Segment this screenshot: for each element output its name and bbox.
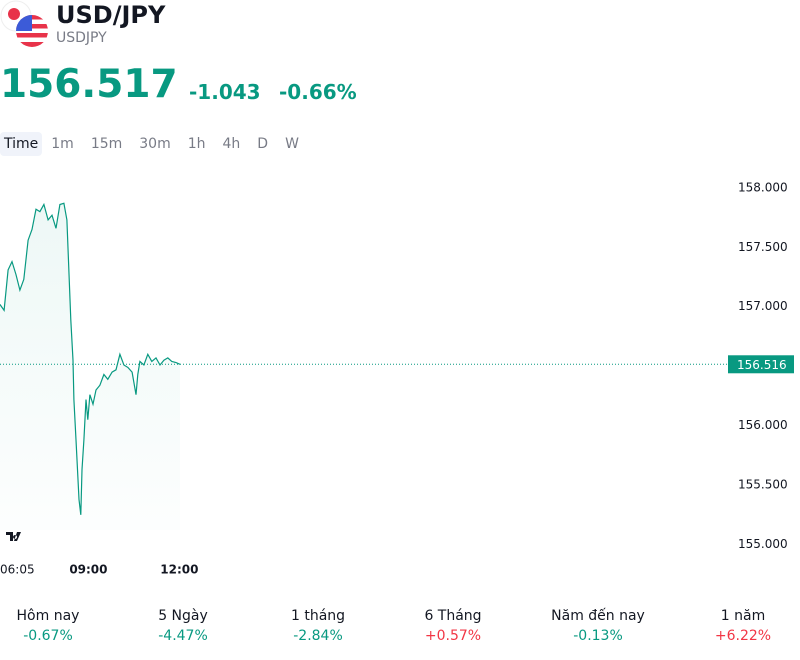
performance-label: 1 năm xyxy=(720,608,766,624)
tab[interactable]: 1h xyxy=(187,136,206,152)
currency-flags xyxy=(0,0,48,47)
tab[interactable]: 1m xyxy=(51,136,74,152)
y-tick-label: 155.000 xyxy=(738,537,788,551)
y-tick-label: 156.000 xyxy=(738,418,788,432)
area-fill xyxy=(0,203,180,530)
x-tick-label: 09:00 xyxy=(69,563,107,577)
price: 156.517 xyxy=(0,62,178,107)
tab[interactable]: W xyxy=(285,136,299,152)
performance: Hôm nay -0.67% 5 Ngày -4.47% 1 tháng -2.84% 6 … xyxy=(0,608,800,658)
last-price-label: 156.516 xyxy=(737,358,787,372)
tab[interactable]: 30m xyxy=(139,136,171,152)
y-tick-label: 157.000 xyxy=(738,299,788,313)
tab[interactable]: D xyxy=(257,136,269,152)
performance-item: Năm đến nay -0.13% xyxy=(528,608,668,644)
performance-label: Hôm nay xyxy=(16,608,80,624)
performance-value: -0.13% xyxy=(573,628,623,644)
performance-label: 1 tháng xyxy=(290,608,346,624)
performance-item: Hôm nay -0.67% xyxy=(0,608,118,644)
performance-item: 1 năm +6.22% xyxy=(673,608,800,644)
performance-value: -4.47% xyxy=(158,628,208,644)
performance-value: +0.57% xyxy=(424,628,482,644)
performance-item: 1 tháng -2.84% xyxy=(248,608,388,644)
tabs: Time 1m 15m 30m 1h 4h D W xyxy=(0,132,308,156)
performance-value: -2.84% xyxy=(293,628,343,644)
performance-item: 6 Tháng +0.57% xyxy=(383,608,523,644)
performance-label: 5 Ngày xyxy=(158,608,208,624)
performance-item: 5 Ngày -4.47% xyxy=(113,608,253,644)
x-tick-label: 12:00 xyxy=(160,563,198,577)
tab[interactable]: 4h xyxy=(222,136,241,152)
y-tick-label: 157.500 xyxy=(738,240,788,254)
performance-value: +6.22% xyxy=(714,628,772,644)
change: -1.043 xyxy=(189,80,261,104)
tab[interactable]: Time xyxy=(0,132,43,156)
y-tick-label: 155.500 xyxy=(738,478,788,492)
performance-label: Năm đến nay xyxy=(551,608,645,624)
change-percent: -0.66% xyxy=(279,80,357,104)
y-tick-label: 158.000 xyxy=(738,180,788,194)
performance-label: 6 Tháng xyxy=(424,608,482,624)
x-tick-label: 06:05 xyxy=(0,563,35,577)
last-price-box xyxy=(728,355,794,374)
symbol: USDJPY xyxy=(56,30,107,46)
performance-value: -0.67% xyxy=(23,628,73,644)
title: USD/JPY xyxy=(56,1,166,29)
chart: 155.000155.500156.000156.500157.000157.5… xyxy=(0,180,794,577)
tab[interactable]: 15m xyxy=(90,136,123,152)
price-line xyxy=(0,202,181,515)
